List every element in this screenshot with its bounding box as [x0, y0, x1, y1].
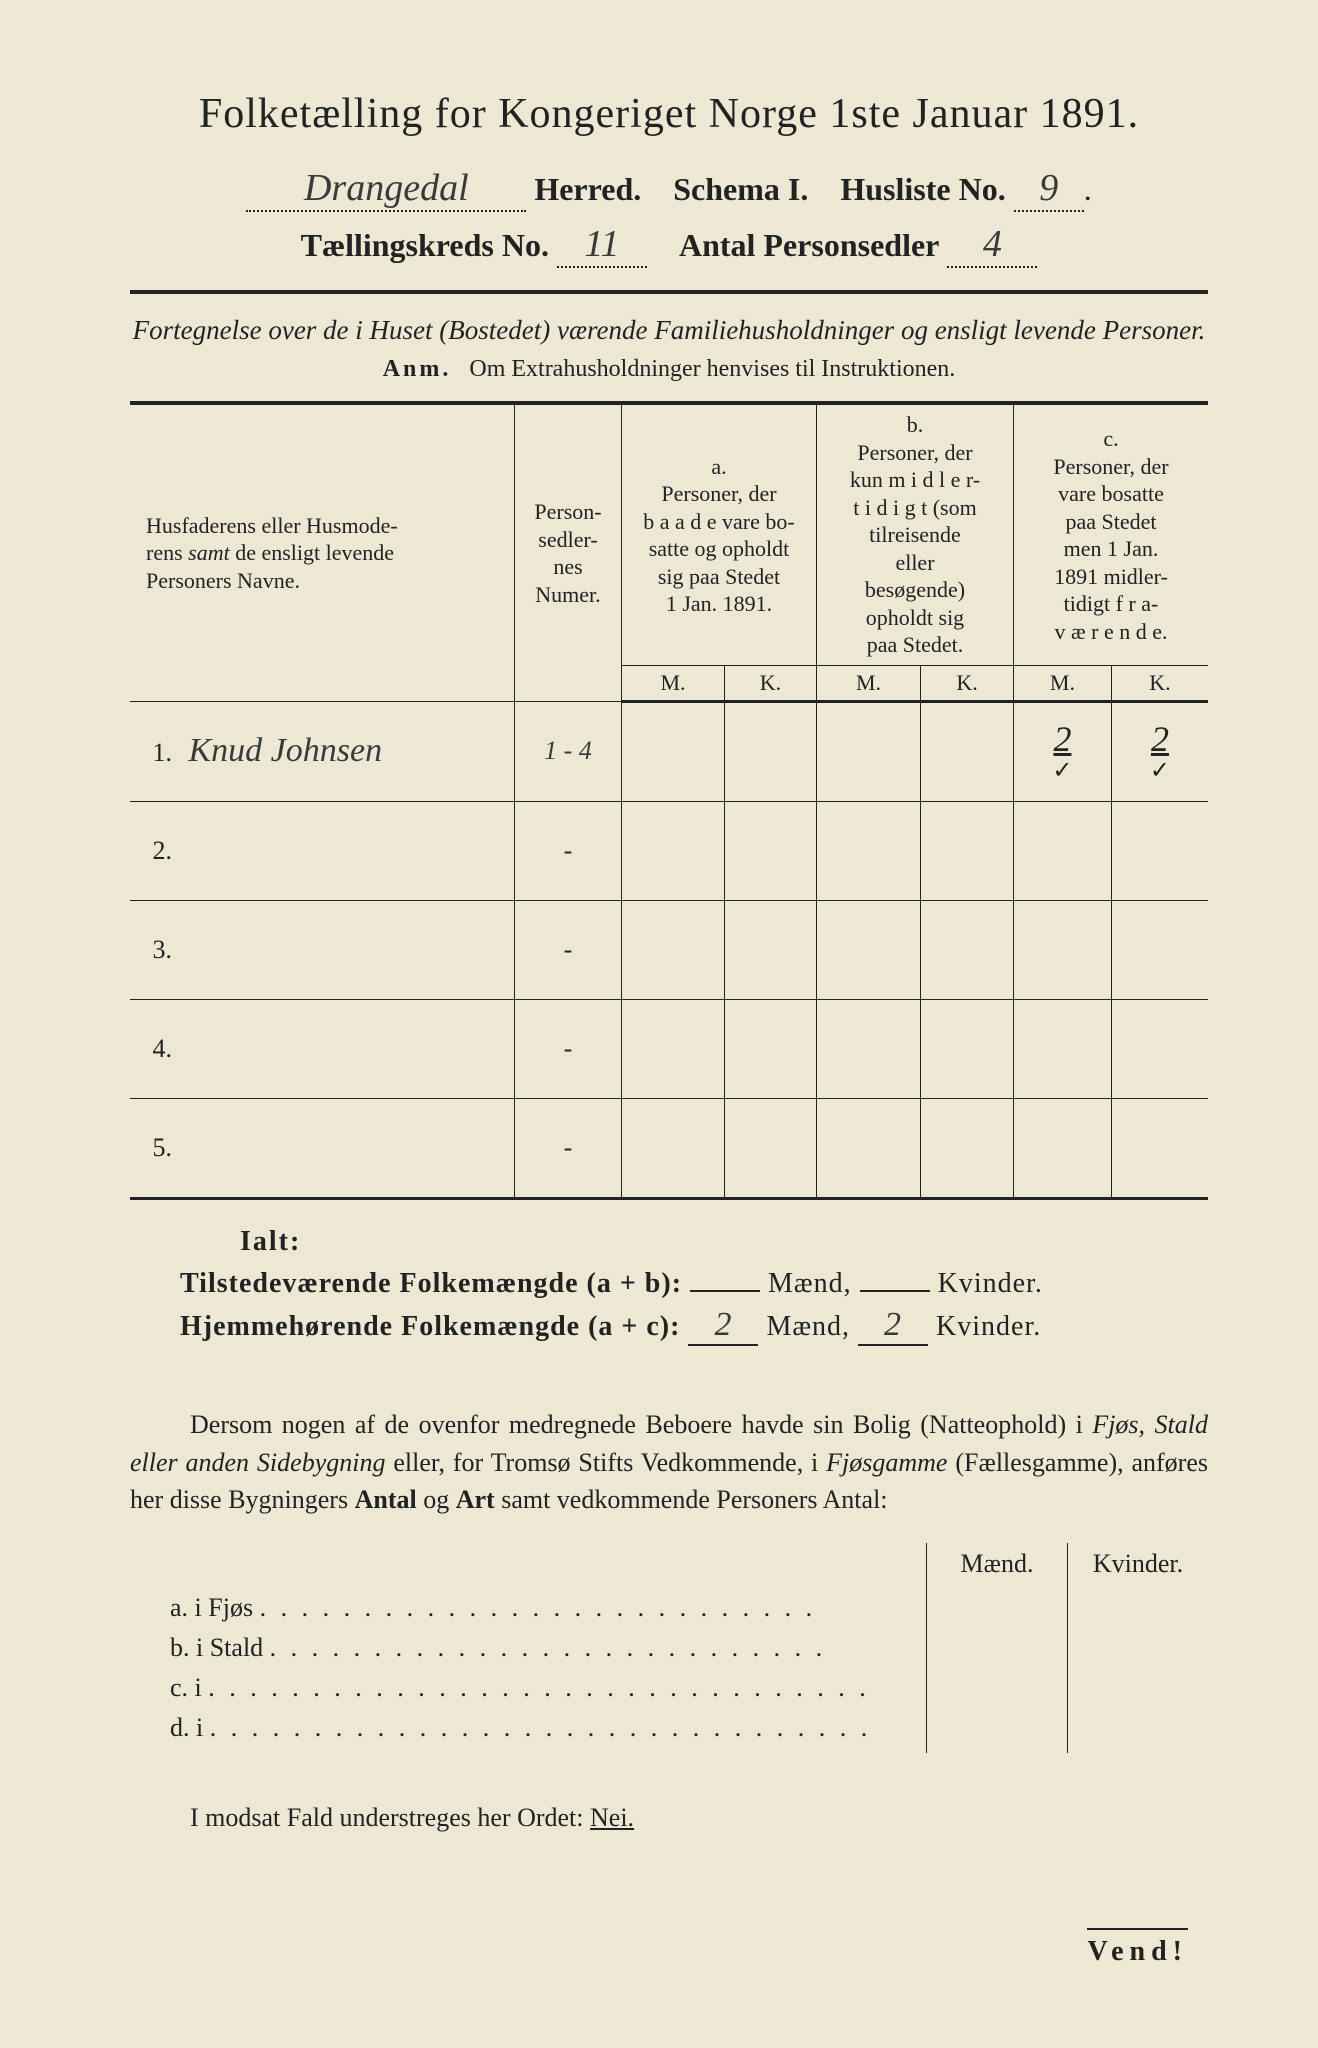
home-label: Hjemmehørende Folkemængde (a + c): [180, 1311, 680, 1342]
row-sedler: - [564, 836, 573, 865]
col-c-k: K. [1111, 665, 1208, 701]
col-a-header: a. Personer, derb a a d e vare bo-satte … [622, 403, 817, 665]
table-row: 5. - [130, 1098, 1208, 1198]
col-b-header: b. Personer, derkun m i d l e r-t i d i … [816, 403, 1013, 665]
row-sedler: - [564, 1133, 573, 1162]
kvinder-label: Kvinder. [936, 1311, 1041, 1342]
antal-label: Antal Personsedler [679, 227, 939, 263]
building-maend-col: Mænd. [927, 1543, 1068, 1753]
table-row: 3. - [130, 900, 1208, 999]
checkmark-icon: ✓ [1120, 756, 1200, 785]
table-row: 2. - [130, 801, 1208, 900]
census-form-page: Folketælling for Kongeriget Norge 1ste J… [0, 0, 1318, 2048]
nei-line: I modsat Fald understreges her Ordet: Ne… [130, 1803, 1208, 1833]
husliste-label: Husliste No. [840, 171, 1005, 207]
anm-line: Anm. Om Extrahusholdninger henvises til … [130, 356, 1208, 383]
present-k [860, 1290, 930, 1292]
col-b-label: b. [907, 412, 924, 437]
header-line-2: Tællingskreds No. 11 Antal Personsedler … [130, 222, 1208, 268]
rule-1 [130, 290, 1208, 294]
cell-aM [622, 701, 725, 801]
col-a-k: K. [725, 665, 817, 701]
home-m: 2 [688, 1306, 758, 1346]
schema-label: Schema I. [673, 171, 808, 207]
kvinder-label: Kvinder. [938, 1268, 1043, 1299]
table-row: 4. - [130, 999, 1208, 1098]
col-b-m: M. [816, 665, 920, 701]
building-block: a. i Fjøs . . . . . . . . . . . . . . . … [130, 1543, 1208, 1753]
antal-value: 4 [947, 222, 1037, 268]
col-c-header: c. Personer, dervare bosattepaa Stedetme… [1014, 403, 1209, 665]
cell-bM [816, 701, 920, 801]
row-sedler: - [564, 1034, 573, 1063]
col-a-m: M. [622, 665, 725, 701]
row-num: 3. [146, 935, 172, 965]
herred-value: Drangedal [246, 166, 526, 212]
building-right: Mænd. Kvinder. [926, 1543, 1208, 1753]
nei-word: Nei. [590, 1803, 634, 1832]
row-num: 5. [146, 1133, 172, 1163]
row-sedler: 1 - 4 [544, 736, 592, 765]
main-table: Husfaderens eller Husmode-rens samt de e… [130, 401, 1208, 1200]
col-b-k: K. [921, 665, 1014, 701]
building-line-c: c. i . . . . . . . . . . . . . . . . . .… [130, 1673, 926, 1703]
kreds-value: 11 [557, 222, 647, 268]
maend-label: Mænd, [766, 1311, 850, 1342]
row-num: 1. [146, 738, 172, 768]
ialt-label: Ialt: [240, 1226, 1208, 1258]
present-m [690, 1290, 760, 1292]
cell-aK [725, 701, 817, 801]
kreds-label: Tællingskreds No. [301, 227, 549, 263]
row-name: Knud Johnsen [189, 732, 383, 769]
row-num: 2. [146, 836, 172, 866]
col-c-m: M. [1014, 665, 1112, 701]
home-k: 2 [858, 1306, 928, 1346]
present-label: Tilstedeværende Folkemængde (a + b): [180, 1268, 682, 1299]
building-line-a: a. i Fjøs . . . . . . . . . . . . . . . … [130, 1593, 926, 1623]
building-line-d: d. i . . . . . . . . . . . . . . . . . .… [130, 1713, 926, 1743]
building-kvinder-col: Kvinder. [1068, 1543, 1208, 1753]
herred-label: Herred. [534, 171, 641, 207]
anm-label: Anm. [383, 356, 452, 382]
row-sedler: - [564, 935, 573, 964]
present-line: Tilstedeværende Folkemængde (a + b): Mæn… [180, 1268, 1208, 1300]
building-line-b: b. i Stald . . . . . . . . . . . . . . .… [130, 1633, 926, 1663]
col-a-label: a. [711, 454, 726, 479]
header-line-1: Drangedal Herred. Schema I. Husliste No.… [130, 166, 1208, 212]
page-title: Folketælling for Kongeriget Norge 1ste J… [130, 90, 1208, 138]
anm-text: Om Extrahusholdninger henvises til Instr… [469, 356, 955, 382]
description: Fortegnelse over de i Huset (Bostedet) v… [130, 312, 1208, 348]
maend-label: Mænd, [768, 1268, 852, 1299]
vend-label: Vend! [1087, 1928, 1188, 1968]
row-num: 4. [146, 1034, 172, 1064]
checkmark-icon: ✓ [1022, 756, 1103, 785]
husliste-value: 9 [1014, 166, 1084, 212]
cell-bK [921, 701, 1014, 801]
building-left: a. i Fjøs . . . . . . . . . . . . . . . … [130, 1543, 926, 1753]
col-c-label: c. [1103, 426, 1118, 451]
home-line: Hjemmehørende Folkemængde (a + c): 2 Mæn… [180, 1306, 1208, 1346]
col-sedler-header: Person-sedler-nesNumer. [515, 403, 622, 701]
cell-cM: 2 ✓ [1014, 701, 1112, 801]
paragraph: Dersom nogen af de ovenfor medregnede Be… [130, 1406, 1208, 1519]
table-row: 1. Knud Johnsen 1 - 4 2 ✓ 2 ✓ [130, 701, 1208, 801]
cell-cK: 2 ✓ [1111, 701, 1208, 801]
col-name-header: Husfaderens eller Husmode-rens samt de e… [130, 403, 515, 701]
